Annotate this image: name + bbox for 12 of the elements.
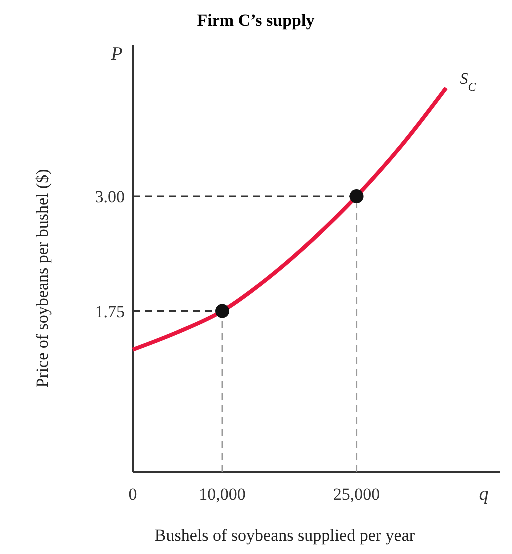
- series-label: S$_{C}$: [460, 71, 478, 94]
- line-series: [131, 86, 448, 352]
- text: q: [479, 484, 490, 505]
- x-axis-title: Bushels of soybeans supplied per year: [154, 526, 416, 545]
- y-axis-title: Price of soybeans per bushel ($): [33, 169, 52, 388]
- x-tick-label: 0: [128, 485, 138, 504]
- x-tick-label: 10,000: [199, 485, 246, 504]
- x-tick-label: 25,000: [333, 485, 380, 504]
- chart-title: Firm C’s supply: [197, 11, 316, 30]
- y-tick-label: 3.00: [95, 188, 125, 207]
- y-tick-label: 1.75: [95, 302, 125, 322]
- text: P: [110, 44, 124, 65]
